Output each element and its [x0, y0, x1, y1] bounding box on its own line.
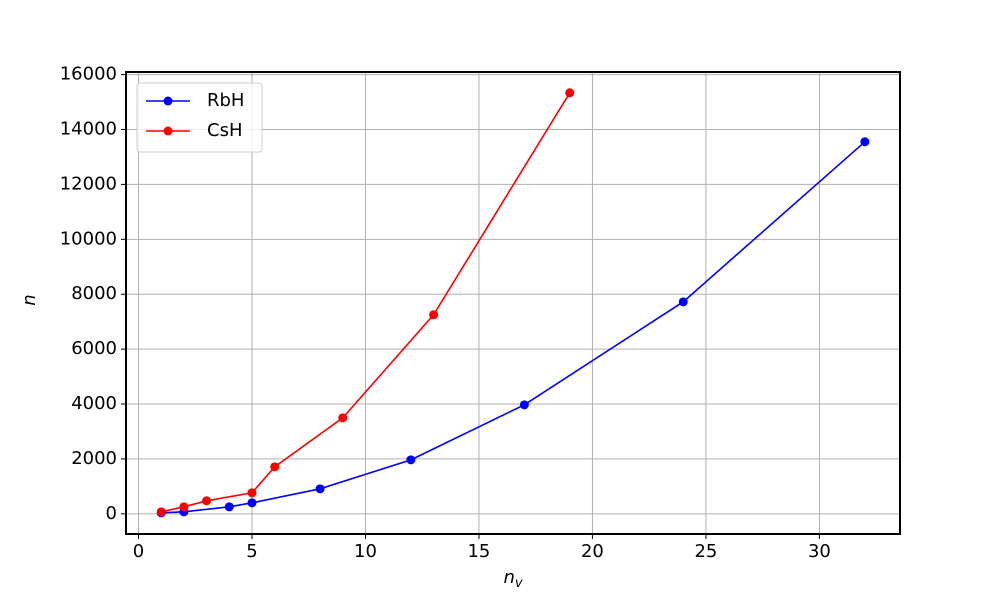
x-tick-label: 25 — [694, 541, 717, 562]
x-tick-label: 30 — [808, 541, 831, 562]
series-line — [161, 141, 866, 514]
data-point — [247, 488, 257, 498]
legend-label: RbH — [207, 90, 244, 111]
x-axis-label: nv — [503, 567, 522, 591]
legend-label: CsH — [207, 120, 242, 141]
y-tick-label: 16000 — [60, 64, 117, 85]
x-tick-label: 5 — [246, 541, 257, 562]
x-tick-label: 0 — [133, 541, 144, 562]
y-tick-label: 0 — [106, 503, 117, 524]
data-point — [565, 88, 575, 98]
y-tick-label: 14000 — [60, 119, 117, 140]
x-label-main: n — [503, 567, 514, 588]
data-point — [270, 462, 280, 472]
data-point — [678, 297, 688, 307]
data-point — [315, 484, 325, 494]
data-point — [179, 502, 189, 512]
y-tick-label: 8000 — [71, 283, 117, 304]
data-point — [156, 507, 166, 517]
data-point — [202, 496, 212, 506]
data-point — [406, 455, 416, 465]
y-axis-label: n — [19, 294, 40, 305]
x-tick-label: 10 — [354, 541, 377, 562]
data-point — [429, 310, 439, 320]
legend-marker — [163, 126, 173, 136]
y-tick-label: 2000 — [71, 448, 117, 469]
y-tick-label: 6000 — [71, 338, 117, 359]
data-point — [247, 498, 257, 508]
x-label-sub: v — [515, 576, 523, 591]
data-point — [338, 413, 348, 423]
x-tick-label: 15 — [467, 541, 490, 562]
plot-frame — [125, 71, 901, 535]
data-point — [224, 502, 234, 512]
data-point — [519, 400, 529, 410]
y-tick-label: 4000 — [71, 393, 117, 414]
x-tick-label: 20 — [581, 541, 604, 562]
y-tick-label: 10000 — [60, 228, 117, 249]
y-tick-label: 12000 — [60, 173, 117, 194]
data-point — [860, 137, 870, 147]
legend-marker — [163, 96, 173, 106]
